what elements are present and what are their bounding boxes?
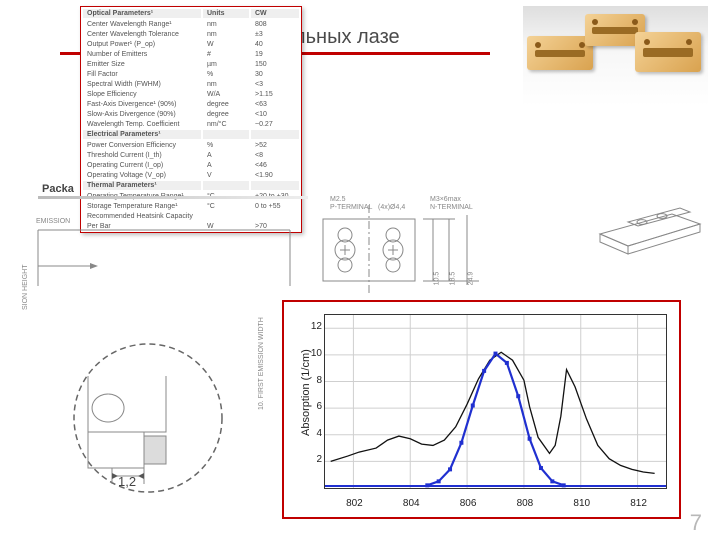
inset-dim-label: 1,2 — [118, 474, 136, 489]
left-drawing — [30, 208, 310, 298]
center-drawing — [315, 205, 485, 297]
component-photos — [523, 6, 708, 106]
chart-ylabel: Absorption (1/cm) — [300, 349, 312, 436]
d44-label: (4x)Ø4,4 — [378, 204, 405, 211]
m25-label: M2.5 — [330, 196, 346, 203]
sion-height-label: SION HEIGHT — [22, 264, 29, 310]
n-terminal-label: N-TERMINAL — [430, 204, 473, 211]
package-heading-strip — [38, 196, 308, 199]
detail-circle — [58, 336, 238, 506]
first-emission-width-label: 10. FIRST EMISSION WIDTH — [258, 317, 265, 410]
dim-249: 24.9 — [467, 272, 474, 286]
p-terminal-label: P-TERMINAL — [330, 204, 372, 211]
dim-105: 10.5 — [433, 272, 440, 286]
absorption-chart: Absorption (1/cm) 8028048068088108122468… — [282, 300, 681, 519]
page-number: 7 — [690, 510, 702, 536]
package-heading: Packa — [42, 183, 74, 195]
m3-label: M3×6max — [430, 196, 461, 203]
dim-185: 18.5 — [449, 272, 456, 286]
isometric-drawing — [582, 180, 710, 260]
